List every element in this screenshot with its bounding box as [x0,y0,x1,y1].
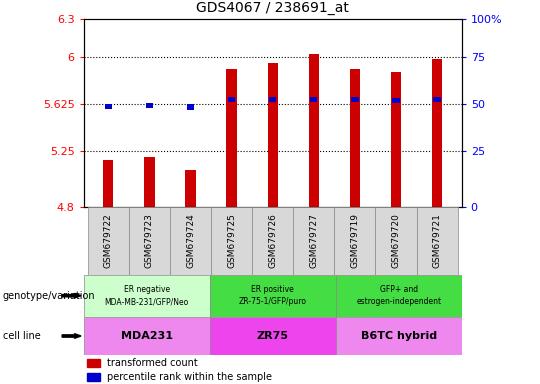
Bar [210,275,336,317]
Bar [228,97,235,102]
Text: GSM679727: GSM679727 [309,214,318,268]
Text: GFP+ and
estrogen-independent: GFP+ and estrogen-independent [356,285,441,306]
Text: B6TC hybrid: B6TC hybrid [361,331,437,341]
Bar [146,103,153,108]
Bar [103,160,113,207]
Bar [350,70,360,207]
Bar [391,72,401,207]
Bar [392,98,400,103]
Text: GSM679725: GSM679725 [227,214,236,268]
Bar [211,207,252,275]
Text: cell line: cell line [3,331,40,341]
Text: GSM679722: GSM679722 [104,214,113,268]
Bar [144,157,154,207]
Text: GSM679721: GSM679721 [433,214,442,268]
Bar [170,207,211,275]
Text: MDA231: MDA231 [121,331,173,341]
Text: ER negative
MDA-MB-231/GFP/Neo: ER negative MDA-MB-231/GFP/Neo [105,285,189,306]
Text: genotype/variation: genotype/variation [3,291,96,301]
Bar [129,207,170,275]
Title: GDS4067 / 238691_at: GDS4067 / 238691_at [196,2,349,15]
Text: GSM679726: GSM679726 [268,214,277,268]
Bar [87,373,99,381]
Bar [88,207,129,275]
Text: ZR75: ZR75 [256,331,289,341]
Text: GSM679720: GSM679720 [392,214,401,268]
Bar [310,97,318,102]
Bar [269,97,276,102]
Bar [185,170,195,207]
Text: GSM679723: GSM679723 [145,214,154,268]
Text: percentile rank within the sample: percentile rank within the sample [107,372,272,382]
Bar [252,207,293,275]
Bar [87,359,99,367]
Bar [105,104,112,109]
Bar [336,275,462,317]
Bar [210,317,336,355]
Bar [432,60,442,207]
Bar [309,54,319,207]
Bar [267,63,278,207]
Text: ER positive
ZR-75-1/GFP/puro: ER positive ZR-75-1/GFP/puro [239,285,307,306]
Bar [334,207,375,275]
Bar [351,97,359,102]
Text: GSM679719: GSM679719 [350,214,360,268]
Bar [84,317,210,355]
Text: transformed count: transformed count [107,358,198,368]
Bar [336,317,462,355]
Bar [84,275,210,317]
Bar [434,97,441,102]
Text: GSM679724: GSM679724 [186,214,195,268]
Bar [187,104,194,109]
Bar [226,70,237,207]
Bar [293,207,334,275]
Bar [375,207,416,275]
Bar [416,207,457,275]
